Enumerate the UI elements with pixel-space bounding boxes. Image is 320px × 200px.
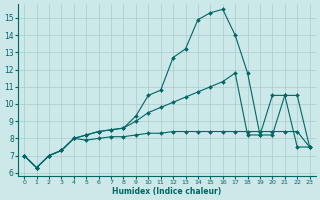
X-axis label: Humidex (Indice chaleur): Humidex (Indice chaleur) (112, 187, 221, 196)
